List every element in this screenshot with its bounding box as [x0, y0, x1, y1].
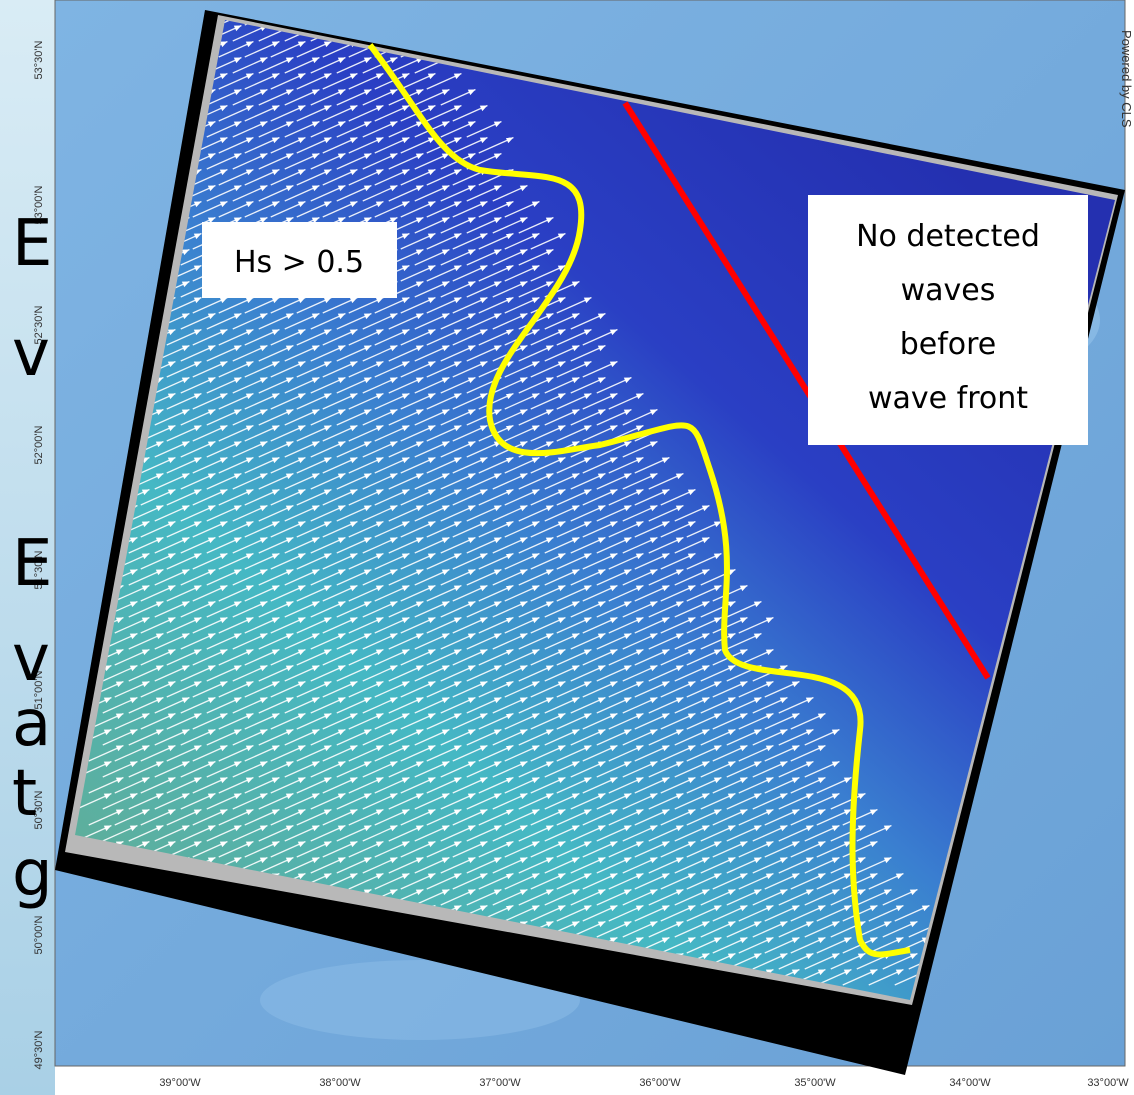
side-letter: g [12, 837, 53, 911]
lat-label: 50°00'N [33, 915, 45, 954]
side-letter: v [12, 622, 50, 696]
annotation-line: No detected [856, 219, 1040, 254]
side-letter: E [12, 207, 52, 281]
lon-label: 38°00'W [319, 1077, 361, 1089]
lon-label: 39°00'W [159, 1077, 201, 1089]
annotation: Hs > 0.5 [234, 245, 364, 280]
lat-label: 49°30'N [33, 1030, 45, 1069]
side-letter: E [12, 527, 52, 601]
annotation-line: before [900, 327, 997, 362]
lon-label: 33°00'W [1087, 1077, 1129, 1089]
side-letter: t [12, 757, 37, 831]
annotation-line: waves [901, 273, 996, 308]
lon-label: 37°00'W [479, 1077, 521, 1089]
side-letter: v [12, 317, 50, 391]
lon-label: 34°00'W [949, 1077, 991, 1089]
side-letter: a [12, 687, 51, 761]
lat-label: 52°00'N [33, 425, 45, 464]
page: {"map": { "lat_labels": ["53°30'N", "53°… [0, 0, 1134, 1095]
annotation-line: wave front [868, 381, 1028, 416]
lon-label: 35°00'W [794, 1077, 836, 1089]
map-figure: Hs > 0.5 No detected waves before wave fron… [0, 0, 1134, 1095]
credit: Powered by CLS [1119, 30, 1134, 128]
lon-label: 36°00'W [639, 1077, 681, 1089]
lat-label: 53°30'N [33, 40, 45, 79]
